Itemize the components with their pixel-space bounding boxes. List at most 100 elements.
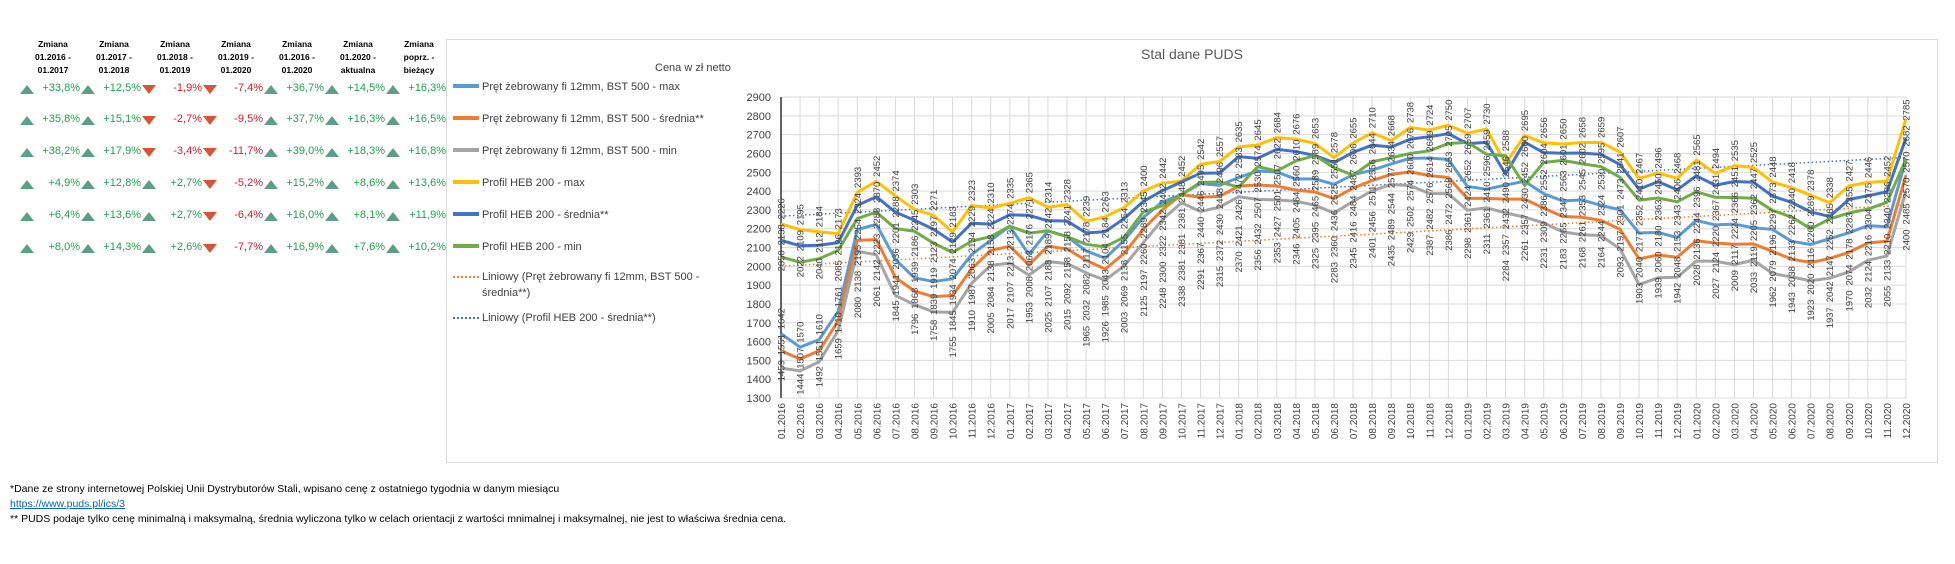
change-value: +16,9% <box>286 241 324 253</box>
legend-label: Liniowy (Profil HEB 200 - średnia**) <box>482 312 656 324</box>
data-label: 2315 <box>1215 266 1226 287</box>
data-label: 2432 <box>1253 223 1264 244</box>
arrow-up-icon <box>81 148 95 157</box>
data-label: 2560 <box>1291 166 1302 187</box>
data-label: 2338 <box>1825 177 1836 198</box>
arrow-up-icon <box>325 244 339 253</box>
arrow-up-icon <box>142 244 156 253</box>
arrow-up-icon <box>386 116 400 125</box>
data-label: 2381 <box>1177 260 1188 281</box>
arrow-up-icon <box>386 180 400 189</box>
data-label: 2496 <box>1215 162 1226 183</box>
data-label: 1985 <box>1101 295 1112 316</box>
data-label: 2244 <box>1596 221 1607 242</box>
data-label: 2254 <box>1120 208 1131 229</box>
data-label: 2003 <box>1120 312 1131 333</box>
data-label: 2372 <box>1215 240 1226 261</box>
data-label: 2378 <box>1806 170 1817 191</box>
column-header: Zmiana 01.2016 - 01.2020 <box>279 39 315 75</box>
legend-label: Pręt żebrowany fi 12mm, BST 500 - max <box>482 81 680 93</box>
data-label: 2347 <box>1558 196 1569 217</box>
data-label: 2400 <box>1139 165 1150 186</box>
data-label: 2168 <box>1577 247 1588 268</box>
data-label: 2730 <box>1482 103 1493 124</box>
data-label: 2183 <box>1558 248 1569 269</box>
x-tick-label: 09.2016 <box>930 403 941 440</box>
data-label: 2216 <box>1863 235 1874 256</box>
data-label: 2659 <box>1463 134 1474 155</box>
data-label: 2507 <box>1253 197 1264 218</box>
data-label: 2104 <box>1101 243 1112 264</box>
data-label: 2494 <box>1711 148 1722 169</box>
data-label: 2291 <box>1196 269 1207 290</box>
column-header: Zmiana 01.2017 - 01.2018 <box>96 39 132 75</box>
legend-swatch <box>453 244 479 248</box>
data-label: 2197 <box>929 216 940 237</box>
data-label: 2284 <box>1501 260 1512 281</box>
change-value: -2,7% <box>173 113 202 125</box>
data-label: 2707 <box>1463 108 1474 129</box>
source-link[interactable]: https://www.puds.pl/ics/3 <box>10 498 125 510</box>
data-label: 2261 <box>1520 240 1531 261</box>
change-value: +16,5% <box>408 113 446 125</box>
data-label: 2080 <box>853 297 864 318</box>
x-tick-label: 10.2018 <box>1406 403 1417 440</box>
data-label: 1492 <box>815 366 826 387</box>
y-tick-label: 2100 <box>747 243 771 255</box>
data-label: 2069 <box>1120 286 1131 307</box>
data-label: 2467 <box>1635 153 1646 174</box>
x-tick-label: 07.2020 <box>1807 403 1818 440</box>
data-label: 2541 <box>1615 153 1626 174</box>
y-tick-label: 2700 <box>747 130 771 142</box>
data-label: 2244 <box>1692 212 1703 233</box>
data-label: 2178 <box>1844 238 1855 259</box>
data-label: 2263 <box>1101 191 1112 212</box>
data-label: 2345 <box>1139 191 1150 212</box>
data-label: 2682 <box>1902 125 1913 146</box>
data-label: 2659 <box>1596 117 1607 138</box>
legend-label: Liniowy (Pręt żebrowany fi 12mm, BST 500… <box>482 271 700 299</box>
arrow-up-icon <box>142 212 156 221</box>
data-label: 2164 <box>1596 247 1607 268</box>
y-tick-label: 1800 <box>747 299 771 311</box>
data-label: 2036 <box>891 248 902 269</box>
data-label: 2063 <box>1024 250 1035 271</box>
data-label: 2482 <box>1425 209 1436 230</box>
legend-item: Pręt żebrowany fi 12mm, BST 500 - min <box>453 143 712 159</box>
series-line <box>780 182 1908 373</box>
change-value: -11,7% <box>228 145 263 157</box>
data-label: 2427 <box>1272 216 1283 237</box>
data-label: 2367 <box>1196 243 1207 264</box>
x-tick-label: 12.2017 <box>1216 403 1227 440</box>
data-label: 2446 <box>1196 191 1207 212</box>
data-label: 2242 <box>1043 208 1054 229</box>
change-value: +6,4% <box>48 209 81 221</box>
data-label: 2490 <box>1501 182 1512 203</box>
data-label: 2710 <box>1368 107 1379 128</box>
data-label: 2301 <box>1615 205 1626 226</box>
data-label: 2200 <box>1806 222 1817 243</box>
x-tick-label: 05.2019 <box>1540 403 1551 440</box>
x-tick-label: 08.2017 <box>1139 403 1150 440</box>
y-tick-label: 1700 <box>747 318 771 330</box>
data-label: 2724 <box>1425 105 1436 126</box>
data-label: 2487 <box>1349 170 1360 191</box>
legend-label: Profil HEB 200 - min <box>482 241 582 253</box>
data-label: 2602 <box>1577 143 1588 164</box>
legend-item: Pręt żebrowany fi 12mm, BST 500 - max <box>453 79 712 95</box>
data-label: 2452 <box>1882 156 1893 177</box>
data-label: 2676 <box>1406 128 1417 149</box>
data-label: 2386 <box>1444 230 1455 251</box>
arrow-up-icon <box>20 148 34 157</box>
arrow-up-icon <box>264 212 278 221</box>
data-label: 2596 <box>1482 155 1493 176</box>
data-label: 2032 <box>1863 287 1874 308</box>
data-label: 2660 <box>1520 136 1531 157</box>
data-label: 1923 <box>1806 300 1817 321</box>
series-line <box>780 170 1908 361</box>
change-value: +2,6% <box>170 241 203 253</box>
data-label: 2178 <box>1082 222 1093 243</box>
change-value: +18,3% <box>347 145 385 157</box>
data-label: 2022 <box>796 256 807 277</box>
data-label: 2310 <box>986 182 997 203</box>
